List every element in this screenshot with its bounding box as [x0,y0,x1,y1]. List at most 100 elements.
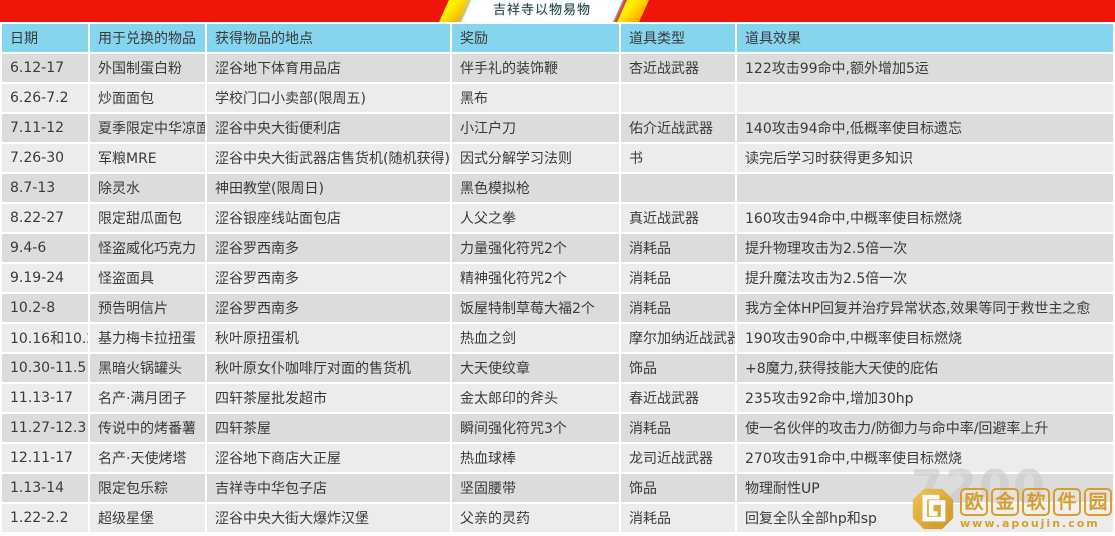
cell-effect: 使一名伙伴的攻击力/防御力与命中率/回避率上升 [737,414,1113,442]
cell-effect [737,174,1113,202]
table-row: 7.11-12 夏季限定中华凉面 涩谷中央大街便利店 小江户刀 佑介近战武器 140攻击9… [2,114,1113,142]
cell-date: 11.27-12.3 [2,414,88,442]
cell-location: 秋叶原扭蛋机 [207,324,450,352]
cell-location: 涩谷地下商店大正屋 [207,444,450,472]
cell-location: 涩谷罗西南多 [207,264,450,292]
cell-location: 涩谷银座线站面包店 [207,204,450,232]
watermark-character: 件 [1053,488,1081,516]
cell-type: 春近战武器 [621,384,735,412]
table-row: 8.22-27 限定甜瓜面包 涩谷银座线站面包店 人父之拳 真近战武器 160攻击94命中… [2,204,1113,232]
table-row: 10.2-8 预告明信片 涩谷罗西南多 饭屋特制草莓大福2个 消耗品 我方全体HP回复并治… [2,294,1113,322]
table-row: 1.13-14 限定包乐粽 吉祥寺中华包子店 坚固腰带 饰品 物理耐性UP [2,474,1113,502]
cell-date: 1.22-2.2 [2,504,88,532]
cell-item: 炒面面包 [90,84,205,112]
page-title: 吉祥寺以物易物 [492,3,591,18]
cell-type: 消耗品 [621,264,735,292]
cell-effect: 190攻击90命中,中概率使目标燃烧 [737,324,1113,352]
cell-reward: 父亲的灵药 [452,504,619,532]
cell-date: 7.26-30 [2,144,88,172]
cell-item: 限定甜瓜面包 [90,204,205,232]
watermark-character: 园 [1084,488,1112,516]
cell-item: 预告明信片 [90,294,205,322]
cell-type: 饰品 [621,474,735,502]
cell-reward: 伴手礼的装饰鞭 [452,54,619,82]
cell-location: 吉祥寺中华包子店 [207,474,450,502]
cell-item: 除灵水 [90,174,205,202]
cell-type: 消耗品 [621,414,735,442]
cell-date: 7.11-12 [2,114,88,142]
cell-effect: 160攻击94命中,中概率使目标燃烧 [737,204,1113,232]
cell-effect: 我方全体HP回复并治疗异常状态,效果等同于救世主之愈 [737,294,1113,322]
cell-item: 超级星堡 [90,504,205,532]
watermark-text-block: 欧金软件园 www.apoujin.com [960,488,1112,530]
cell-effect: 235攻击92命中,增加30hp [737,384,1113,412]
cell-date: 10.30-11.5 [2,354,88,382]
cell-location: 四轩茶屋 [207,414,450,442]
cell-type: 龙司近战武器 [621,444,735,472]
cell-item: 名产·满月团子 [90,384,205,412]
cell-location: 涩谷罗西南多 [207,294,450,322]
table-row: 11.27-12.3 传说中的烤番薯 四轩茶屋 瞬间强化符咒3个 消耗品 使一名伙伴的攻击… [2,414,1113,442]
watermark: 欧金软件园 www.apoujin.com [911,487,1112,531]
cell-date: 9.4-6 [2,234,88,262]
cell-location: 涩谷中央大街便利店 [207,114,450,142]
cell-date: 1.13-14 [2,474,88,502]
cell-type: 书 [621,144,735,172]
watermark-character: 软 [1022,488,1050,516]
column-header-effect: 道具效果 [737,24,1113,52]
cell-type: 佑介近战武器 [621,114,735,142]
cell-effect: 物理耐性UP [737,474,1113,502]
cell-reward: 热血之剑 [452,324,619,352]
cell-item: 外国制蛋白粉 [90,54,205,82]
cell-location: 涩谷中央大街大爆炸汉堡 [207,504,450,532]
page-banner: 吉祥寺以物易物 [0,0,1115,22]
cell-type: 杏近战武器 [621,54,735,82]
column-header-type: 道具类型 [621,24,735,52]
cell-effect [737,84,1113,112]
watermark-site-name: 欧金软件园 [960,488,1112,516]
cell-location: 秋叶原女仆咖啡厅对面的售货机 [207,354,450,382]
cell-location: 学校门口小卖部(限周五) [207,84,450,112]
cell-location: 神田教堂(限周日) [207,174,450,202]
table-row: 9.4-6 怪盗威化巧克力 涩谷罗西南多 力量强化符咒2个 消耗品 提升物理攻击为2.5倍… [2,234,1113,262]
cell-effect: 122攻击99命中,额外增加5运 [737,54,1113,82]
cell-location: 涩谷地下体育用品店 [207,54,450,82]
cell-location: 涩谷中央大街武器店售货机(随机获得) [207,144,450,172]
cell-item: 黑暗火锅罐头 [90,354,205,382]
table-row: 11.13-17 名产·满月团子 四轩茶屋批发超市 金太郎印的斧头 春近战武器 235攻击… [2,384,1113,412]
cell-item: 传说中的烤番薯 [90,414,205,442]
cell-item: 限定包乐粽 [90,474,205,502]
watermark-site-url: www.apoujin.com [960,517,1100,530]
cell-location: 四轩茶屋批发超市 [207,384,450,412]
cell-location: 涩谷罗西南多 [207,234,450,262]
cell-date: 10.16和10.22 [2,324,88,352]
cell-reward: 热血球棒 [452,444,619,472]
cell-date: 8.22-27 [2,204,88,232]
table-row: 8.7-13 除灵水 神田教堂(限周日) 黑色模拟枪 [2,174,1113,202]
cell-reward: 力量强化符咒2个 [452,234,619,262]
cell-type: 摩尔加纳近战武器 [621,324,735,352]
cell-type: 真近战武器 [621,204,735,232]
table-row: 7.26-30 军粮MRE 涩谷中央大街武器店售货机(随机获得) 因式分解学习法则书读… [2,144,1113,172]
cell-item: 名产·天使烤塔 [90,444,205,472]
cell-date: 9.19-24 [2,264,88,292]
table-row: 10.16和10.22基力梅卡拉扭蛋秋叶原扭蛋机热血之剑摩尔加纳近战武器190攻… [2,324,1113,352]
table-header-row: 日期 用于兑换的物品 获得物品的地点 奖励 道具类型 道具效果 [2,24,1113,52]
cell-effect: +8魔力,获得技能大天使的庇佑 [737,354,1113,382]
cell-effect: 270攻击91命中,中概率使目标燃烧 [737,444,1113,472]
cell-reward: 饭屋特制草莓大福2个 [452,294,619,322]
cell-date: 11.13-17 [2,384,88,412]
watermark-character: 欧 [960,488,988,516]
cell-type [621,174,735,202]
cell-reward: 因式分解学习法则 [452,144,619,172]
barter-table: 日期 用于兑换的物品 获得物品的地点 奖励 道具类型 道具效果 6.12-17 外国制蛋白粉… [0,22,1115,534]
cell-date: 10.2-8 [2,294,88,322]
cell-effect: 140攻击94命中,低概率使目标遗忘 [737,114,1113,142]
cell-type [621,84,735,112]
cell-date: 6.12-17 [2,54,88,82]
cell-reward: 瞬间强化符咒3个 [452,414,619,442]
column-header-date: 日期 [2,24,88,52]
cell-effect: 提升物理攻击为2.5倍一次 [737,234,1113,262]
table-row: 6.26-7.2 炒面面包 学校门口小卖部(限周五) 黑布 [2,84,1113,112]
cell-item: 基力梅卡拉扭蛋 [90,324,205,352]
